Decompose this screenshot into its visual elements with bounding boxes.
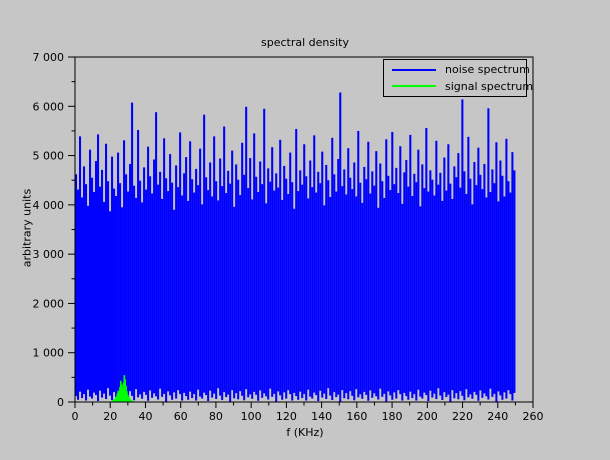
svg-text:2 000: 2 000 bbox=[33, 297, 65, 310]
svg-text:6 000: 6 000 bbox=[33, 100, 65, 113]
noise-spectrum-series bbox=[75, 92, 516, 402]
svg-text:7 000: 7 000 bbox=[33, 51, 65, 64]
svg-text:260: 260 bbox=[523, 410, 544, 423]
svg-text:4 000: 4 000 bbox=[33, 199, 65, 212]
svg-text:140: 140 bbox=[311, 410, 332, 423]
legend-label-noise: noise spectrum bbox=[445, 63, 530, 77]
svg-text:20: 20 bbox=[103, 410, 117, 423]
legend-item-signal: signal spectrum bbox=[384, 80, 533, 93]
svg-text:0: 0 bbox=[57, 396, 64, 409]
svg-text:5 000: 5 000 bbox=[33, 150, 65, 163]
noise-line-swatch bbox=[392, 68, 436, 71]
svg-text:0: 0 bbox=[72, 410, 79, 423]
signal-spectrum-series bbox=[111, 375, 136, 402]
svg-text:80: 80 bbox=[209, 410, 223, 423]
svg-text:200: 200 bbox=[417, 410, 438, 423]
svg-text:220: 220 bbox=[452, 410, 473, 423]
svg-text:180: 180 bbox=[382, 410, 403, 423]
signal-line-swatch bbox=[392, 85, 436, 88]
axes: 0 20 40 60 80 100 120 140 160 180 200 220 240 260 0 1 0… bbox=[33, 51, 544, 423]
svg-text:160: 160 bbox=[346, 410, 367, 423]
svg-text:100: 100 bbox=[241, 410, 262, 423]
svg-text:120: 120 bbox=[276, 410, 297, 423]
svg-text:60: 60 bbox=[174, 410, 188, 423]
legend-item-noise: noise spectrum bbox=[384, 63, 530, 76]
legend: noise spectrum signal spectrum bbox=[383, 59, 533, 97]
legend-label-signal: signal spectrum bbox=[445, 79, 534, 93]
x-axis-label: f (KHz) bbox=[286, 426, 324, 439]
svg-text:1 000: 1 000 bbox=[33, 347, 65, 360]
svg-text:3 000: 3 000 bbox=[33, 248, 65, 261]
chart-title: spectral density bbox=[261, 36, 349, 49]
svg-text:240: 240 bbox=[487, 410, 508, 423]
svg-text:40: 40 bbox=[138, 410, 152, 423]
